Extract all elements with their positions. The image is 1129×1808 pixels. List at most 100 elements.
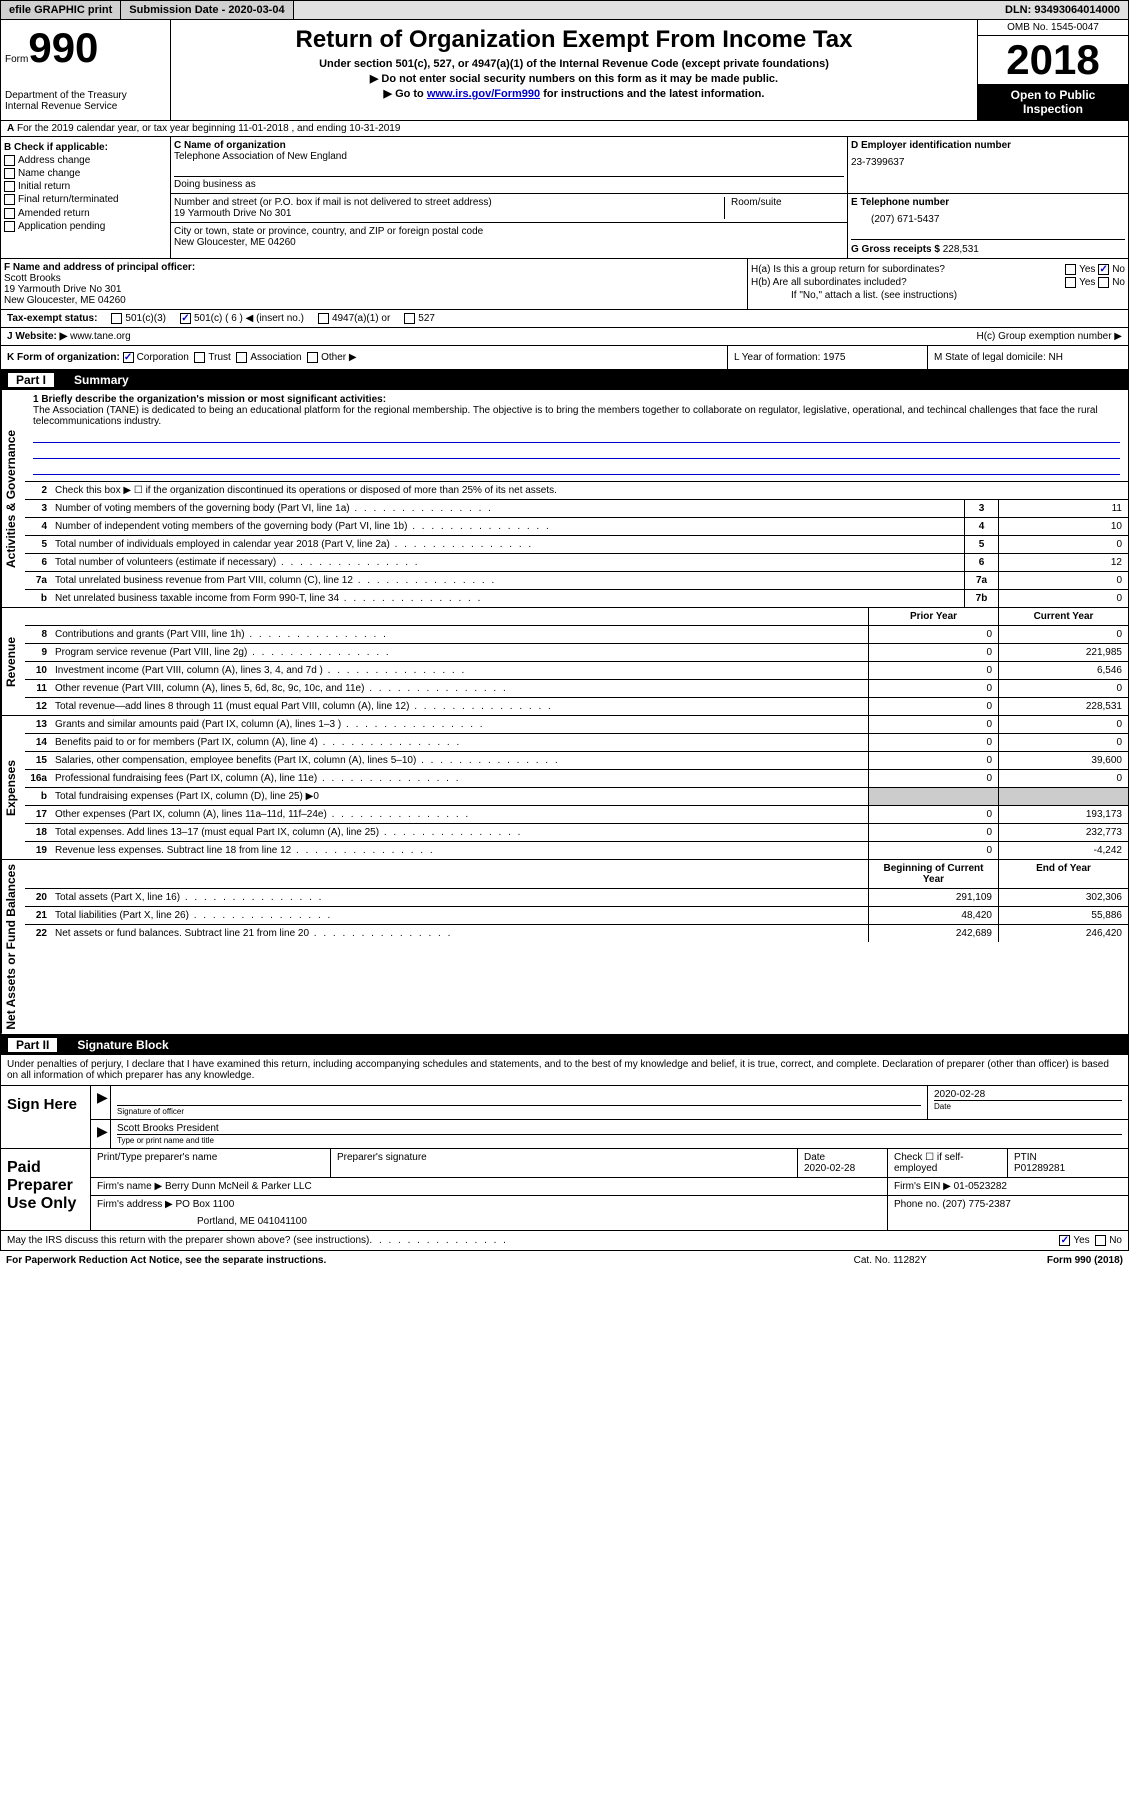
form-subtitle: Under section 501(c), 527, or 4947(a)(1)… — [177, 58, 971, 70]
chk-hb-yes[interactable] — [1065, 277, 1076, 288]
firm-name-label: Firm's name ▶ — [97, 1181, 162, 1192]
row-a-text: For the 2019 calendar year, or tax year … — [17, 123, 400, 134]
side-revenue: Revenue — [1, 608, 25, 715]
mission-block: 1 Briefly describe the organization's mi… — [25, 390, 1128, 482]
prep-name-hdr: Print/Type preparer's name — [91, 1149, 331, 1177]
name-title-label: Type or print name and title — [117, 1134, 1122, 1145]
b-addr-change: Address change — [18, 155, 90, 166]
cat-no: Cat. No. 11282Y — [854, 1255, 927, 1266]
prep-sig-hdr: Preparer's signature — [331, 1149, 798, 1177]
firm-ein: 01-0523282 — [954, 1181, 1007, 1192]
chk-discuss-no[interactable] — [1095, 1235, 1106, 1246]
col-end: End of Year — [998, 860, 1128, 888]
summary-row: 3Number of voting members of the governi… — [25, 500, 1128, 518]
sign-date-label: Date — [934, 1100, 1122, 1111]
k-other: Other ▶ — [321, 352, 356, 363]
prep-check-hdr: Check ☐ if self-employed — [888, 1149, 1008, 1177]
form-note-2: ▶ Go to www.irs.gov/Form990 for instruct… — [177, 87, 971, 100]
form-ref: Form 990 (2018) — [1047, 1255, 1123, 1266]
b-amended: Amended return — [18, 208, 90, 219]
arrow-icon: ▶ — [97, 1089, 108, 1105]
chk-501c[interactable] — [180, 313, 191, 324]
discuss-no: No — [1109, 1235, 1122, 1246]
form-title-block: Return of Organization Exempt From Incom… — [171, 20, 978, 120]
chk-corp[interactable] — [123, 352, 134, 363]
expenses-block: Expenses 13Grants and similar amounts pa… — [0, 716, 1129, 860]
col-current: Current Year — [998, 608, 1128, 625]
efile-print-button[interactable]: efile GRAPHIC print — [1, 1, 121, 19]
part1-tag: Part I — [8, 373, 54, 387]
officer-city: New Gloucester, ME 04260 — [4, 295, 744, 306]
summary-row: 22Net assets or fund balances. Subtract … — [25, 925, 1128, 942]
chk-name-change[interactable] — [4, 168, 15, 179]
section-c-container: C Name of organization Telephone Associa… — [171, 137, 1128, 258]
section-d: D Employer identification number 23-7399… — [848, 137, 1128, 194]
irs-form990-link[interactable]: www.irs.gov/Form990 — [427, 88, 540, 100]
city-label: City or town, state or province, country… — [174, 226, 844, 237]
street-label: Number and street (or P.O. box if mail i… — [174, 197, 492, 208]
dba-label: Doing business as — [174, 176, 844, 190]
chk-527[interactable] — [404, 313, 415, 324]
dln-label: DLN: 93493064014000 — [997, 1, 1128, 19]
row-a-tax-year: A For the 2019 calendar year, or tax yea… — [0, 121, 1129, 137]
chk-initial-return[interactable] — [4, 181, 15, 192]
chk-hb-no[interactable] — [1098, 277, 1109, 288]
summary-row: 21Total liabilities (Part X, line 26)48,… — [25, 907, 1128, 925]
header-right-block: OMB No. 1545-0047 2018 Open to Public In… — [978, 20, 1128, 120]
opt-501c: 501(c) ( 6 ) ◀ (insert no.) — [194, 313, 304, 324]
chk-final-return[interactable] — [4, 194, 15, 205]
col-prior: Prior Year — [868, 608, 998, 625]
chk-other[interactable] — [307, 352, 318, 363]
b-final: Final return/terminated — [18, 195, 119, 206]
opt-527: 527 — [418, 313, 435, 324]
summary-row: 17Other expenses (Part IX, column (A), l… — [25, 806, 1128, 824]
officer-name: Scott Brooks — [4, 273, 744, 284]
form-number-block: Form990 Department of the Treasury Inter… — [1, 20, 171, 120]
k-trust: Trust — [208, 352, 230, 363]
website-row: J Website: ▶ www.tane.org H(c) Group exe… — [0, 328, 1129, 346]
firm-ein-label: Firm's EIN ▶ — [894, 1181, 951, 1192]
ein-value: 23-7399637 — [851, 157, 1125, 168]
phone-value: (207) 671-5437 — [871, 214, 1125, 225]
d-label: D Employer identification number — [851, 140, 1125, 151]
tax-status-label: Tax-exempt status: — [7, 313, 97, 324]
dept-treasury: Department of the Treasury — [5, 90, 166, 101]
part2-tag: Part II — [8, 1038, 57, 1052]
b-label: B Check if applicable: — [4, 142, 167, 153]
chk-assoc[interactable] — [236, 352, 247, 363]
discuss-text: May the IRS discuss this return with the… — [7, 1235, 369, 1246]
part1-header: Part I Summary — [0, 370, 1129, 390]
chk-ha-no[interactable] — [1098, 264, 1109, 275]
form-title: Return of Organization Exempt From Incom… — [177, 26, 971, 54]
section-f: F Name and address of principal officer:… — [1, 259, 748, 309]
hc-label: H(c) Group exemption number ▶ — [976, 331, 1122, 342]
side-netassets: Net Assets or Fund Balances — [1, 860, 25, 1034]
form-note-1: ▶ Do not enter social security numbers o… — [177, 72, 971, 85]
chk-trust[interactable] — [194, 352, 205, 363]
side-expenses: Expenses — [1, 716, 25, 859]
chk-app-pending[interactable] — [4, 221, 15, 232]
org-name: Telephone Association of New England — [174, 151, 844, 162]
section-c: C Name of organization Telephone Associa… — [171, 137, 848, 194]
klm-row: K Form of organization: Corporation Trus… — [0, 346, 1129, 370]
summary-row: bTotal fundraising expenses (Part IX, co… — [25, 788, 1128, 806]
summary-row: 18Total expenses. Add lines 13–17 (must … — [25, 824, 1128, 842]
k-corp: Corporation — [137, 352, 189, 363]
chk-amended[interactable] — [4, 208, 15, 219]
chk-discuss-yes[interactable] — [1059, 1235, 1070, 1246]
summary-row: 9Program service revenue (Part VIII, lin… — [25, 644, 1128, 662]
revenue-block: Revenue Prior Year Current Year 8Contrib… — [0, 608, 1129, 716]
prep-date-hdr: Date — [804, 1152, 825, 1163]
chk-501c3[interactable] — [111, 313, 122, 324]
summary-row: 11Other revenue (Part VIII, column (A), … — [25, 680, 1128, 698]
chk-ha-yes[interactable] — [1065, 264, 1076, 275]
activities-block: Activities & Governance 1 Briefly descri… — [0, 390, 1129, 608]
chk-address-change[interactable] — [4, 155, 15, 166]
part2-title: Signature Block — [77, 1038, 168, 1052]
street-value: 19 Yarmouth Drive No 301 — [174, 208, 492, 219]
prep-date: 2020-02-28 — [804, 1163, 855, 1174]
officer-street: 19 Yarmouth Drive No 301 — [4, 284, 744, 295]
k-label: K Form of organization: — [7, 352, 120, 363]
chk-4947[interactable] — [318, 313, 329, 324]
summary-row: 13Grants and similar amounts paid (Part … — [25, 716, 1128, 734]
